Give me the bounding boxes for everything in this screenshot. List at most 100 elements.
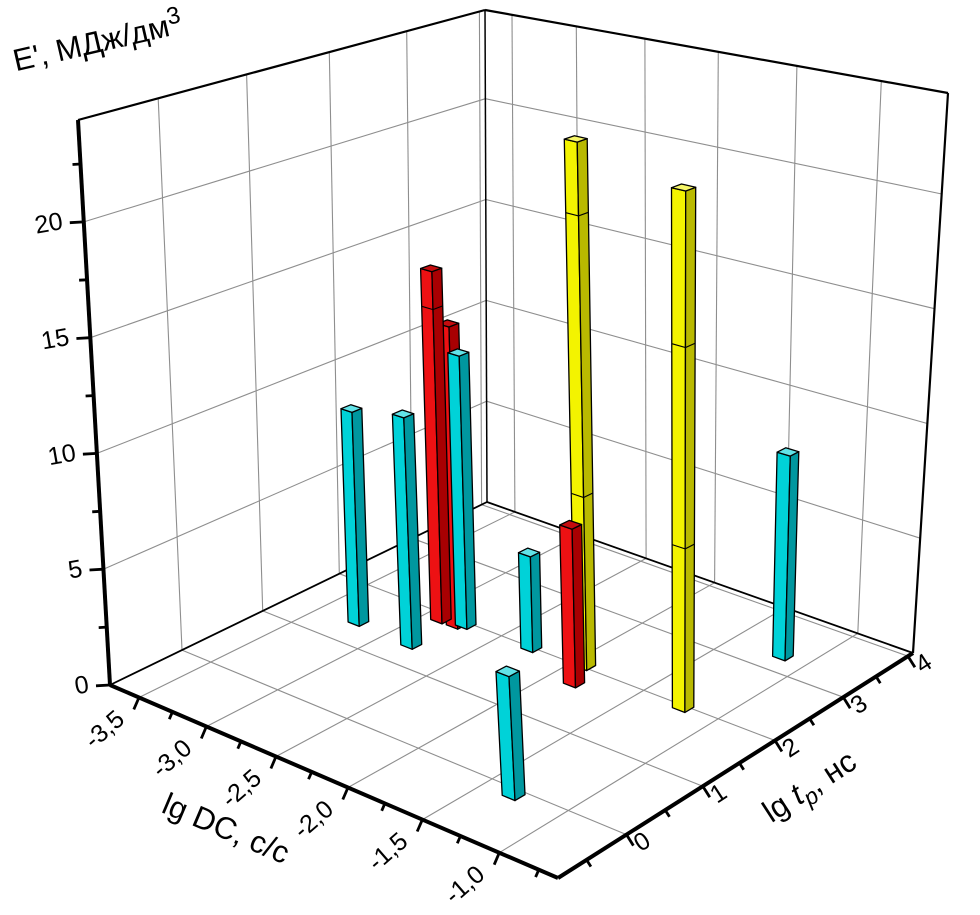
bar-top-face [419,264,443,273]
y-axis-major-tick [906,655,917,668]
bar-cyan-6 [771,447,800,662]
y-axis-minor-tick [664,809,671,818]
bar-top-face [340,404,363,414]
box-edge [484,8,949,95]
z-axis-tick-label: 0 [72,670,91,700]
z-axis-minor-tick [72,162,81,166]
x-axis-tick-label: -2,0 [288,795,339,844]
x-axis-major-tick [341,786,350,801]
floor-grid-line [422,607,786,821]
x-axis-minor-tick [168,711,174,720]
bar-top-face [391,409,415,419]
y-axis-major-tick [842,696,852,709]
y-axis-major-tick [625,833,635,847]
bar-top-face [563,135,588,143]
floor-grid-line [499,632,859,854]
x-axis-minor-tick [380,802,387,812]
box-edge [911,92,950,654]
left-wall-grid-line [478,11,483,505]
right-wall-grid-line [486,299,928,425]
x-axis-major-tick [200,725,208,740]
floor-grid-line [262,610,704,787]
bar-top-face [670,183,697,192]
z-axis-major-tick [95,683,111,688]
x-axis-major-tick [492,852,501,866]
y-axis-tick-label: 0 [629,826,656,857]
z-axis-tick-label: 10 [46,439,78,471]
left-wall-grid-line [83,98,486,223]
bar-cyan-4 [517,547,543,654]
x-axis-minor-tick [236,740,243,750]
y-axis [556,651,915,880]
left-wall-grid-line [246,74,264,611]
bar-segment-line [671,543,695,550]
y-axis-minor-tick [808,717,816,727]
bar-top-face [495,665,521,678]
x-axis-minor-tick [307,771,313,780]
bar-yellow-2 [670,183,697,714]
left-wall [78,10,487,685]
x-axis-minor-tick [456,835,462,844]
floor-grid-line [412,537,844,698]
z-axis-tick-label: 5 [66,555,85,585]
y-axis-major-tick [773,739,784,753]
floor-grid-line [347,582,715,788]
y-axis-minor-tick [738,762,745,771]
x-axis [109,683,559,880]
right-wall-grid-line [644,38,647,559]
z-axis-minor-tick [92,509,101,514]
bar-red-1 [419,264,452,625]
floor-grid-line [206,534,580,727]
bar-red-3 [559,519,586,689]
x-axis-tick-label: -1,0 [439,860,490,909]
y-axis-tick-label: 4 [910,648,937,679]
bar-top-face [517,547,541,558]
bar-front-face [670,187,687,714]
right-wall-grid-line [511,14,516,512]
x-axis-tick-label: -3,5 [79,705,130,754]
left-wall-grid-line [157,98,183,651]
x-axis-tick-label: -1,5 [362,827,413,876]
right-wall-grid-line [857,81,882,634]
z-axis-minor-tick [98,625,107,629]
y-axis-title: lg tp, нс [756,743,865,833]
y-axis-minor-tick [585,859,593,868]
z-axis [76,119,112,686]
z-axis-tick-label: 20 [33,207,65,239]
right-wall-grid-line [485,98,942,195]
y-axis-major-tick [701,785,711,798]
left-wall-grid-line [103,400,487,570]
x-axis-major-tick [269,755,278,770]
z-axis-title: E', МДж/дм3 [9,1,186,78]
z-axis-major-tick [69,220,84,225]
chart-scene: -3,5 -3,0 -2,5 -2,0 -1,5 -1,0 0 1 2 3 4 0 5 10 15 20 [33,8,950,910]
y-axis-minor-tick [874,675,882,684]
box-edge [484,9,488,503]
left-wall-grid-line [96,299,487,454]
x-axis-tick-label: -2,5 [216,764,267,813]
bar-segment-line [421,305,443,311]
x-axis-tick-label: -3,0 [146,734,197,783]
bar-cyan-2 [391,409,423,650]
y-axis-tick-label: 3 [845,689,872,720]
box-edge [486,501,914,654]
bar-segment-line [671,342,696,349]
floor-grid-line [181,649,627,836]
y-axis-tick-label: 2 [777,732,804,763]
x-axis-major-tick [415,819,424,833]
bar-cyan-3 [447,348,477,631]
z-axis-major-tick [82,452,97,456]
bar-top-face [776,447,800,457]
bar-top-face [447,348,470,357]
left-wall-grid-line [328,52,340,574]
bar-cyan-5 [495,665,526,802]
right-wall-grid-line [714,51,719,583]
box-edge [109,501,488,686]
right-wall-grid-line [486,400,921,539]
bar-side-face [529,551,543,654]
x-axis-major-tick [132,696,141,710]
bar-segment-line [571,492,594,499]
right-wall-grid-line [485,198,935,310]
